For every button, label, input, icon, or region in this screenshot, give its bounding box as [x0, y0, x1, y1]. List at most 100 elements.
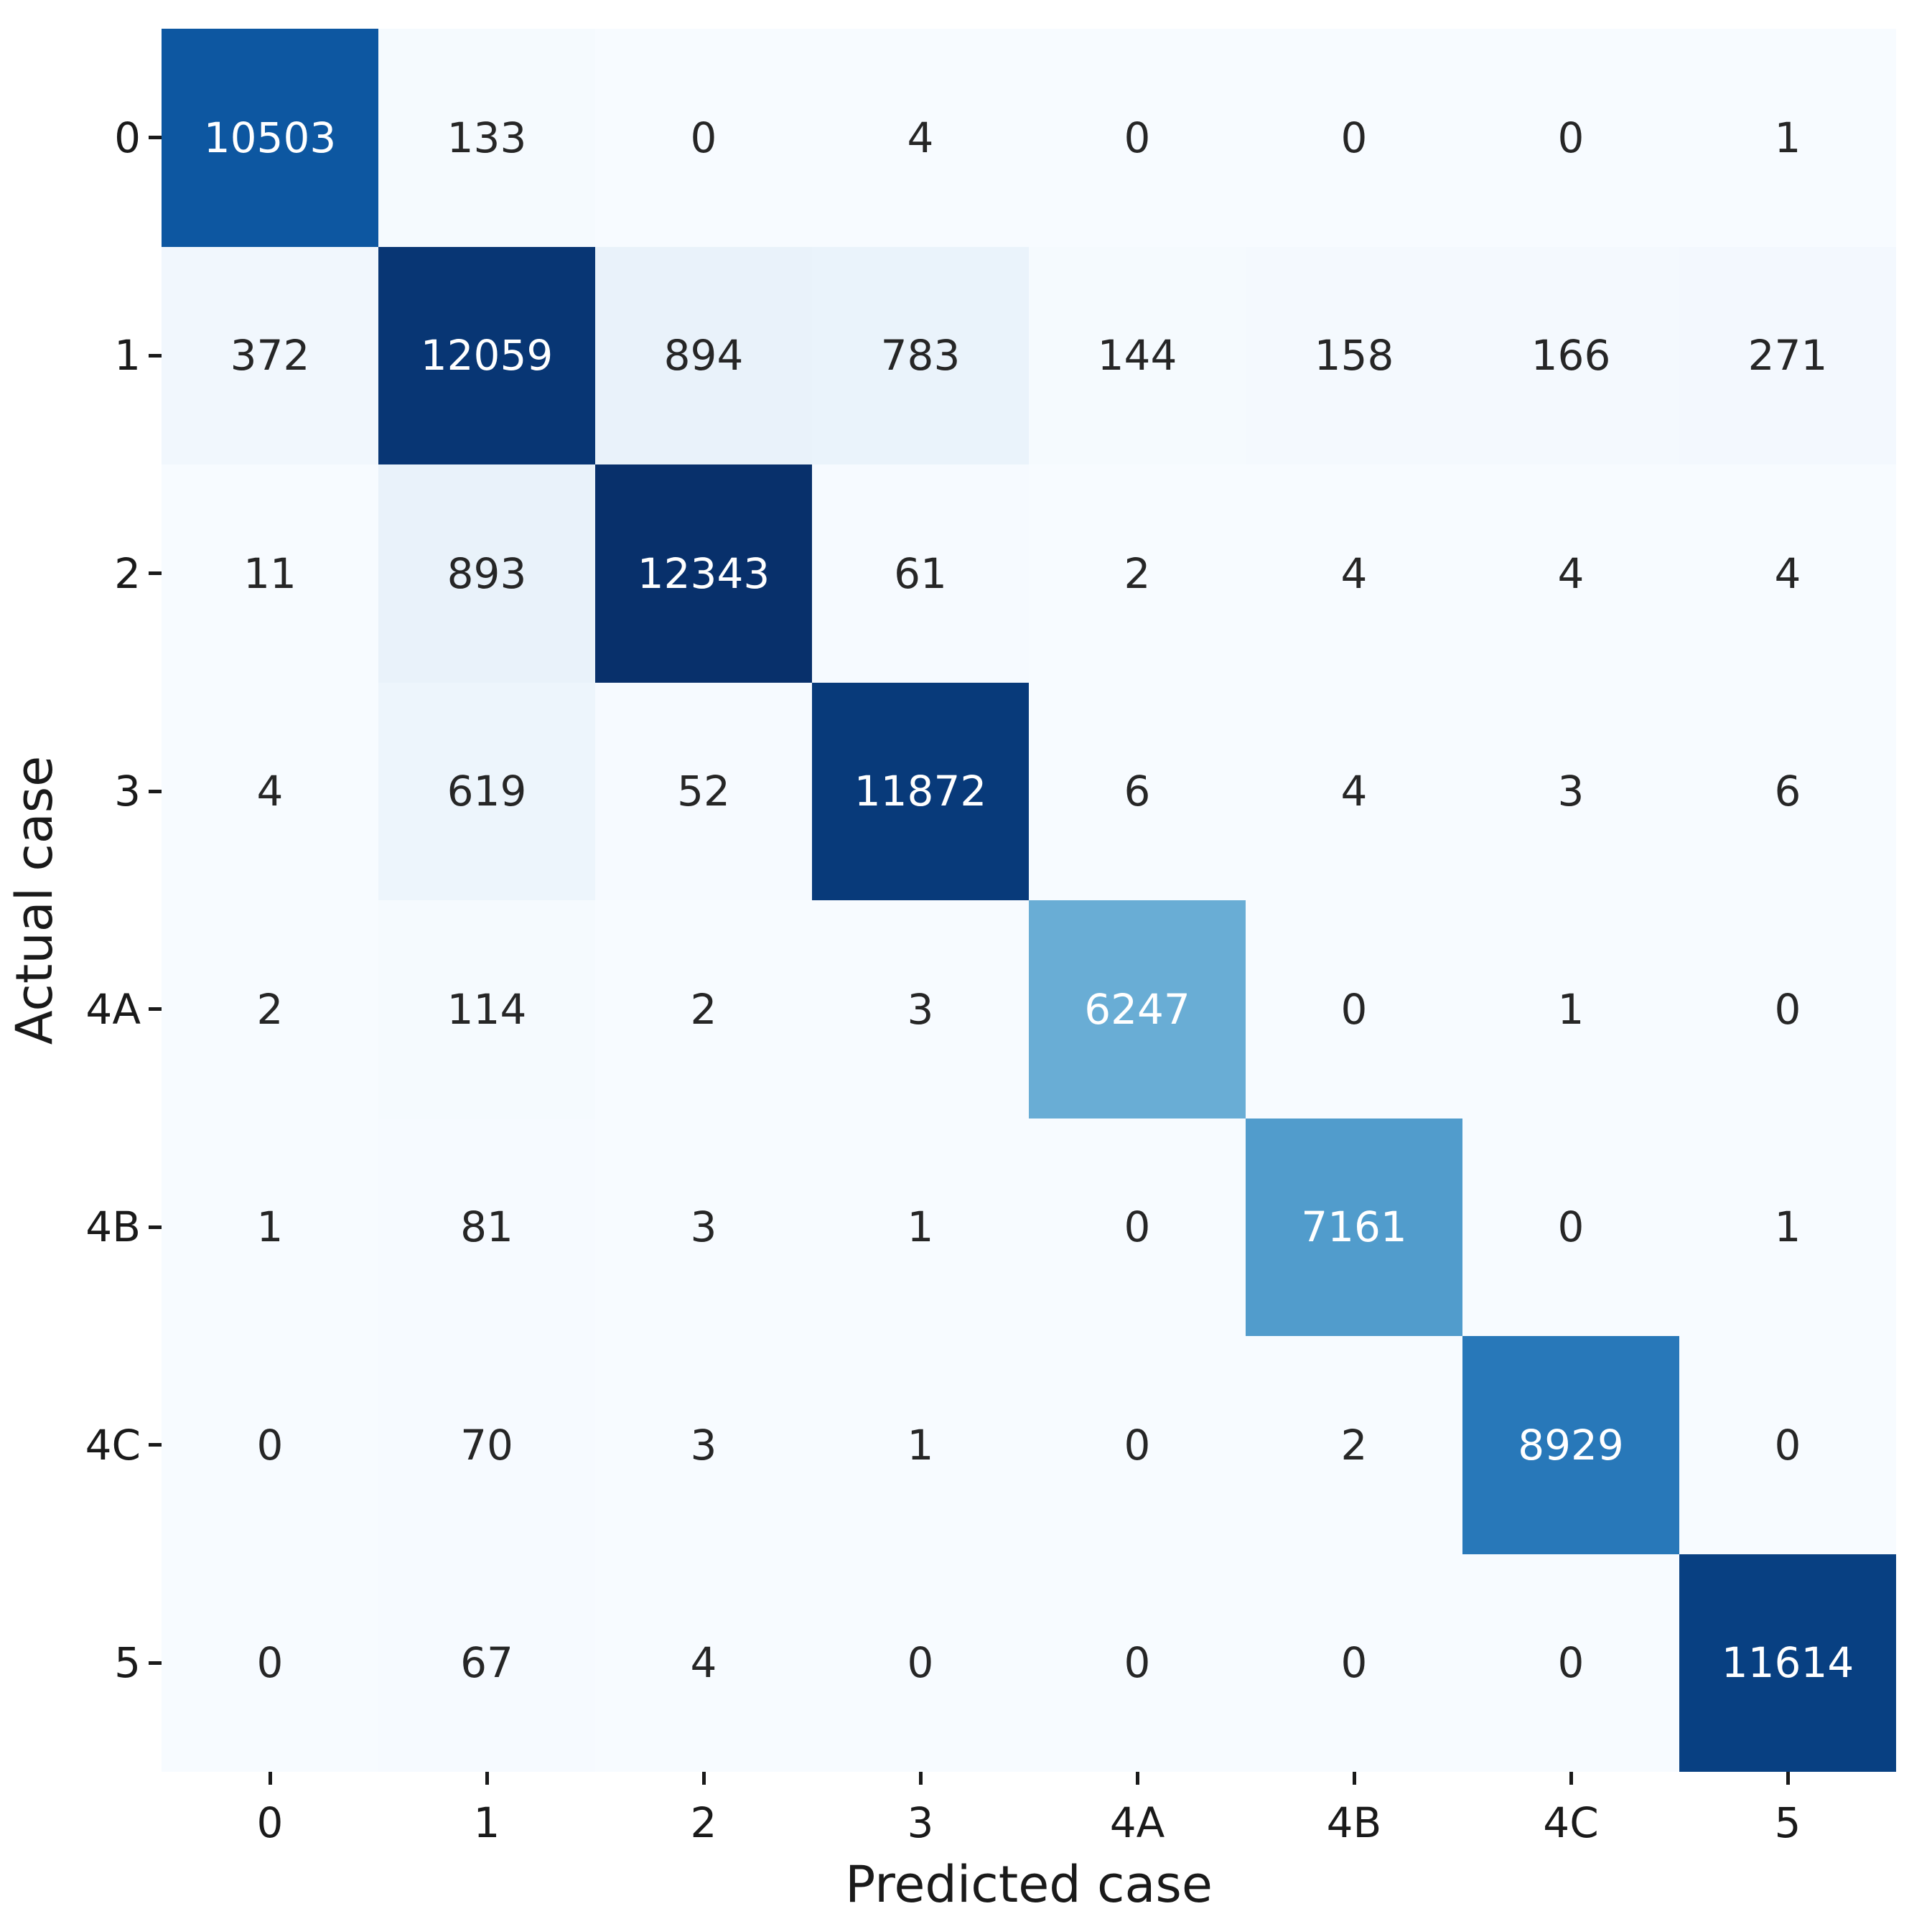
y-tick-mark: [149, 136, 162, 140]
matrix-cell: 11: [162, 464, 378, 683]
y-tick-mark: [149, 1225, 162, 1229]
matrix-cell: 2: [162, 900, 378, 1119]
matrix-cell: 271: [1679, 246, 1896, 464]
matrix-cell: 619: [378, 682, 595, 900]
matrix-cell: 4: [812, 29, 1029, 247]
matrix-cell: 1: [1679, 29, 1896, 247]
matrix-cell: 6: [1679, 682, 1896, 900]
matrix-cell: 3: [812, 900, 1029, 1119]
matrix-cell: 2: [595, 900, 812, 1119]
y-tick-mark: [149, 1007, 162, 1012]
matrix-cell: 3: [595, 1336, 812, 1554]
matrix-cell: 1: [1679, 1118, 1896, 1336]
matrix-cell: 893: [378, 464, 595, 683]
matrix-cell: 11614: [1679, 1554, 1896, 1772]
y-tick-label: 4C: [85, 1420, 141, 1470]
x-tick-mark: [1786, 1772, 1790, 1785]
matrix-cell: 4: [162, 682, 378, 900]
x-tick-label: 4C: [1543, 1798, 1599, 1847]
matrix-cell: 0: [1462, 29, 1679, 247]
x-tick-mark: [1569, 1772, 1573, 1785]
matrix-cell: 372: [162, 246, 378, 464]
matrix-cell: 158: [1246, 246, 1462, 464]
matrix-cell: 0: [162, 1336, 378, 1554]
y-tick-label: 2: [114, 548, 141, 598]
x-tick-mark: [918, 1772, 923, 1785]
matrix-cell: 4: [595, 1554, 812, 1772]
matrix-cell: 0: [1246, 900, 1462, 1119]
matrix-cell: 894: [595, 246, 812, 464]
x-axis-title: Predicted case: [845, 1855, 1213, 1914]
x-tick-label: 4A: [1109, 1798, 1165, 1847]
matrix-cell: 81: [378, 1118, 595, 1336]
y-tick-mark: [149, 1661, 162, 1665]
y-tick-label: 5: [114, 1638, 141, 1688]
y-tick-label: 1: [114, 331, 141, 380]
y-tick-mark: [149, 1443, 162, 1447]
matrix-cell: 4: [1462, 464, 1679, 683]
matrix-cell: 0: [1679, 900, 1896, 1119]
x-tick-label: 1: [473, 1798, 500, 1847]
matrix-cell: 6: [1029, 682, 1246, 900]
matrix-cell: 52: [595, 682, 812, 900]
matrix-cell: 0: [1246, 29, 1462, 247]
y-tick-label: 3: [114, 767, 141, 816]
matrix-cell: 1: [812, 1118, 1029, 1336]
matrix-cell: 1: [1462, 900, 1679, 1119]
x-tick-mark: [1352, 1772, 1356, 1785]
matrix-cell: 114: [378, 900, 595, 1119]
matrix-cell: 2: [1246, 1336, 1462, 1554]
matrix-cell: 11872: [812, 682, 1029, 900]
matrix-cell: 783: [812, 246, 1029, 464]
x-tick-mark: [485, 1772, 489, 1785]
x-tick-label: 2: [690, 1798, 717, 1847]
x-tick-mark: [268, 1772, 272, 1785]
matrix-cell: 3: [1462, 682, 1679, 900]
y-tick-label: 0: [114, 113, 141, 162]
y-tick-mark: [149, 571, 162, 576]
matrix-cell: 0: [595, 29, 812, 247]
matrix-cell: 4: [1246, 464, 1462, 683]
matrix-cell: 0: [1029, 1554, 1246, 1772]
matrix-cell: 10503: [162, 29, 378, 247]
matrix-cell: 1: [162, 1118, 378, 1336]
matrix-cell: 0: [1679, 1336, 1896, 1554]
matrix-cell: 4: [1246, 682, 1462, 900]
y-axis-title: Actual case: [5, 755, 64, 1045]
matrix-cell: 7161: [1246, 1118, 1462, 1336]
matrix-cell: 70: [378, 1336, 595, 1554]
matrix-cell: 0: [812, 1554, 1029, 1772]
matrix-cell: 67: [378, 1554, 595, 1772]
x-tick-label: 4B: [1326, 1798, 1382, 1847]
matrix-cell: 0: [1029, 29, 1246, 247]
x-tick-mark: [701, 1772, 706, 1785]
matrix-cell: 8929: [1462, 1336, 1679, 1554]
matrix-cell: 12343: [595, 464, 812, 683]
matrix-cell: 0: [1462, 1118, 1679, 1336]
matrix-cell: 3: [595, 1118, 812, 1336]
matrix-cell: 12059: [378, 246, 595, 464]
matrix-cell: 4: [1679, 464, 1896, 683]
x-tick-mark: [1135, 1772, 1139, 1785]
x-tick-label: 5: [1774, 1798, 1801, 1847]
matrix-cell: 144: [1029, 246, 1246, 464]
x-tick-label: 3: [907, 1798, 934, 1847]
matrix-cell: 6247: [1029, 900, 1246, 1119]
y-tick-label: 4A: [85, 984, 141, 1034]
x-tick-label: 0: [256, 1798, 284, 1847]
matrix-cell: 0: [162, 1554, 378, 1772]
matrix-cell: 0: [1029, 1118, 1246, 1336]
matrix-cell: 2: [1029, 464, 1246, 683]
matrix-cell: 61: [812, 464, 1029, 683]
y-tick-label: 4B: [85, 1202, 141, 1252]
heatmap-plot-area: 10503 133 0 4 0 0 0 1 372 12059 894 783 144 158 166 271…: [162, 29, 1896, 1772]
y-tick-mark: [149, 789, 162, 793]
matrix-cell: 0: [1029, 1336, 1246, 1554]
matrix-cell: 166: [1462, 246, 1679, 464]
matrix-cell: 1: [812, 1336, 1029, 1554]
y-tick-mark: [149, 353, 162, 358]
matrix-cell: 0: [1462, 1554, 1679, 1772]
matrix-cell: 0: [1246, 1554, 1462, 1772]
matrix-cell: 133: [378, 29, 595, 247]
